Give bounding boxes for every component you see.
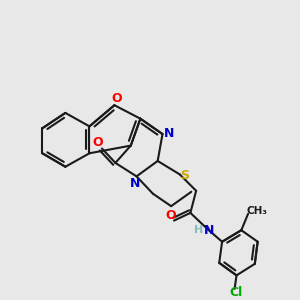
Text: O: O: [165, 209, 175, 222]
Text: Cl: Cl: [229, 286, 242, 299]
Text: N: N: [164, 127, 174, 140]
Text: N: N: [129, 177, 140, 190]
Text: O: O: [93, 136, 104, 149]
Text: CH₃: CH₃: [246, 206, 267, 216]
Text: N: N: [203, 224, 214, 237]
Text: H: H: [194, 225, 204, 235]
Text: S: S: [180, 169, 189, 182]
Text: O: O: [111, 92, 122, 105]
